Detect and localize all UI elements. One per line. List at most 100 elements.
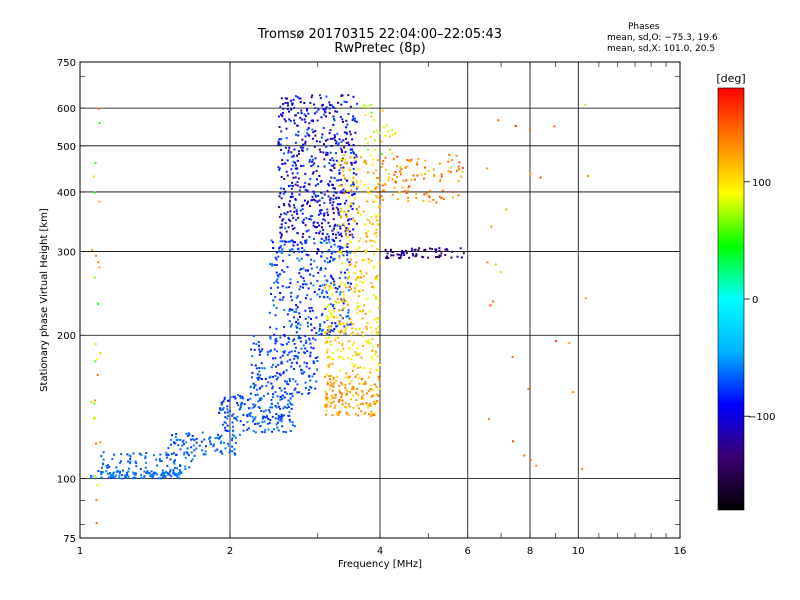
data-point	[218, 437, 221, 440]
data-point	[246, 415, 249, 418]
data-point	[169, 470, 171, 473]
data-point	[277, 363, 280, 366]
data-point	[352, 115, 355, 118]
data-point	[313, 372, 316, 375]
data-point	[234, 417, 237, 420]
data-point	[340, 149, 343, 152]
data-point	[172, 452, 175, 455]
data-point	[97, 107, 100, 110]
data-point	[179, 465, 182, 468]
data-point	[444, 254, 447, 256]
data-point	[313, 327, 316, 330]
data-point	[341, 118, 344, 121]
data-point	[281, 298, 284, 301]
data-point	[280, 130, 283, 133]
data-point	[336, 411, 338, 414]
data-point	[296, 181, 299, 183]
data-point	[339, 227, 342, 230]
data-point	[274, 357, 277, 360]
data-point	[375, 296, 378, 299]
data-point	[191, 438, 194, 441]
data-point	[293, 206, 296, 209]
data-point	[278, 387, 281, 390]
data-point	[338, 248, 341, 251]
data-point	[331, 414, 334, 417]
data-point	[586, 175, 589, 177]
data-point	[281, 344, 284, 346]
data-point	[437, 255, 440, 258]
data-point	[325, 145, 328, 148]
data-point	[308, 388, 310, 391]
data-point	[391, 178, 394, 181]
data-point	[312, 284, 315, 287]
data-point	[304, 172, 307, 175]
data-point	[288, 118, 291, 121]
data-point	[301, 242, 304, 245]
data-point	[389, 248, 392, 251]
data-point	[281, 354, 284, 357]
data-point	[349, 263, 352, 266]
data-point	[335, 152, 337, 154]
data-point	[333, 177, 336, 179]
data-point	[326, 356, 329, 359]
data-point	[301, 393, 304, 395]
data-point	[334, 136, 336, 139]
data-point	[289, 430, 292, 433]
data-point	[319, 151, 322, 153]
data-point	[451, 159, 453, 162]
data-point	[310, 218, 313, 221]
data-point	[294, 198, 297, 200]
data-point	[294, 183, 297, 186]
data-point	[292, 154, 295, 157]
data-point	[134, 477, 137, 479]
data-point	[376, 223, 379, 226]
data-point	[286, 353, 289, 356]
data-point	[222, 407, 225, 410]
data-point	[326, 351, 329, 354]
colorbar-gradient	[717, 87, 745, 511]
data-point	[277, 142, 280, 145]
data-point	[314, 184, 317, 187]
data-point	[367, 106, 370, 109]
data-point	[455, 169, 458, 172]
data-point	[584, 103, 587, 106]
data-point	[305, 230, 308, 233]
data-point	[304, 309, 307, 312]
data-point	[322, 218, 325, 221]
data-point	[327, 235, 330, 238]
data-point	[382, 159, 385, 162]
data-point	[273, 348, 276, 351]
data-point	[223, 421, 226, 424]
data-point	[304, 142, 307, 145]
data-point	[287, 383, 290, 386]
data-point	[364, 137, 367, 140]
data-point	[353, 192, 356, 195]
data-point	[347, 141, 350, 144]
data-point	[414, 255, 417, 258]
data-point	[293, 122, 296, 125]
data-point	[364, 411, 367, 414]
data-point	[333, 328, 336, 331]
data-point	[329, 355, 332, 358]
data-point	[274, 296, 277, 298]
data-point	[315, 226, 318, 228]
data-point	[352, 176, 355, 179]
data-point	[304, 386, 307, 389]
data-point	[341, 308, 344, 310]
data-point	[324, 331, 327, 334]
data-point	[278, 419, 281, 422]
data-point	[344, 332, 347, 335]
data-point	[349, 241, 352, 244]
data-point	[310, 165, 313, 168]
data-point	[345, 406, 348, 409]
data-point	[373, 383, 376, 386]
data-point	[283, 333, 286, 336]
data-point	[311, 215, 314, 217]
data-point	[349, 323, 352, 326]
data-point	[262, 410, 265, 413]
data-point	[93, 276, 96, 279]
data-point	[227, 442, 229, 445]
data-point	[405, 252, 408, 254]
data-point	[298, 391, 301, 394]
data-point	[249, 397, 252, 400]
